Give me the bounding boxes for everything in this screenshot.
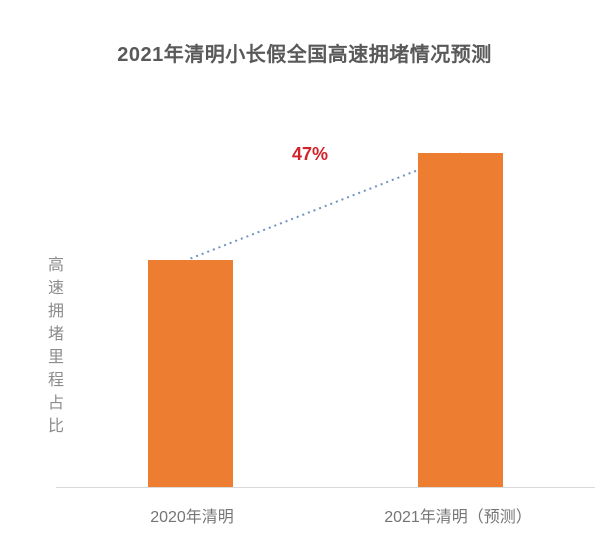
x-axis-label-2020: 2020年清明 [150,509,234,526]
x-axis-label-2021-forecast: 2021年清明（预测） [384,509,532,526]
y-axis-title: 高速拥堵里程占比 [45,256,62,440]
x-axis-line [56,487,595,488]
bar-2021-forecast [418,153,503,487]
growth-annotation: 47% [292,144,329,164]
chart-title: 2021年清明小长假全国高速拥堵情况预测 [117,44,492,66]
bar-2020 [148,260,233,487]
